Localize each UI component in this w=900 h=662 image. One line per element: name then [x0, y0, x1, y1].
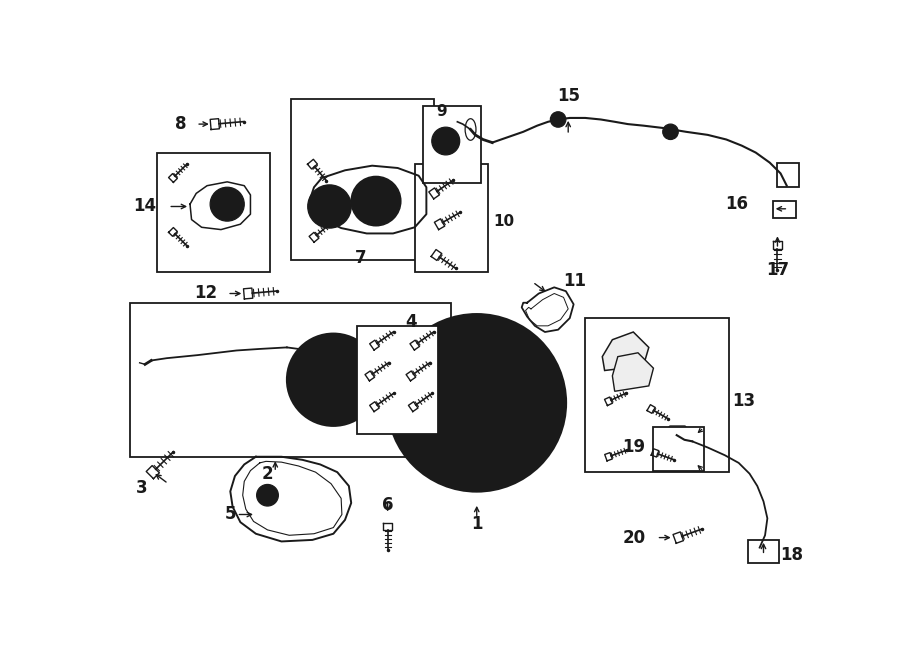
- Text: 11: 11: [563, 272, 587, 290]
- Circle shape: [432, 127, 460, 155]
- Text: 16: 16: [725, 195, 748, 213]
- Text: 10: 10: [494, 214, 515, 230]
- Bar: [773, 201, 796, 218]
- Circle shape: [287, 334, 380, 426]
- Circle shape: [688, 455, 703, 471]
- Circle shape: [388, 314, 566, 491]
- Circle shape: [308, 185, 351, 228]
- Circle shape: [362, 187, 390, 215]
- Text: 8: 8: [176, 115, 187, 133]
- Circle shape: [340, 410, 349, 419]
- Circle shape: [299, 354, 308, 362]
- Circle shape: [256, 485, 278, 506]
- Text: 13: 13: [733, 393, 756, 410]
- Circle shape: [662, 124, 679, 140]
- Circle shape: [472, 369, 482, 379]
- Text: 2: 2: [262, 465, 274, 483]
- Circle shape: [340, 340, 349, 349]
- Text: 6: 6: [382, 496, 393, 514]
- Text: 19: 19: [623, 438, 645, 457]
- Text: 12: 12: [194, 285, 217, 303]
- Circle shape: [218, 195, 237, 213]
- Polygon shape: [612, 353, 653, 391]
- Text: 5: 5: [225, 506, 236, 524]
- Circle shape: [551, 112, 566, 127]
- Bar: [778, 163, 799, 187]
- Text: 7: 7: [355, 249, 366, 267]
- Bar: [422, 107, 481, 183]
- Circle shape: [407, 334, 546, 472]
- Circle shape: [438, 133, 454, 149]
- Text: 14: 14: [133, 197, 156, 216]
- Ellipse shape: [465, 118, 476, 140]
- Circle shape: [299, 397, 308, 406]
- Circle shape: [489, 422, 500, 432]
- Bar: [291, 99, 434, 260]
- Text: 3: 3: [136, 479, 148, 496]
- Circle shape: [366, 375, 374, 384]
- Bar: [356, 326, 438, 434]
- Circle shape: [691, 459, 699, 467]
- Bar: [415, 164, 489, 272]
- Bar: [158, 152, 270, 272]
- Circle shape: [444, 389, 454, 399]
- FancyBboxPatch shape: [669, 426, 686, 444]
- Circle shape: [500, 389, 509, 399]
- Circle shape: [667, 128, 674, 136]
- Bar: [748, 540, 779, 563]
- Circle shape: [436, 363, 517, 443]
- Circle shape: [554, 116, 562, 123]
- Circle shape: [316, 193, 344, 220]
- Circle shape: [454, 422, 464, 432]
- Bar: [653, 428, 704, 471]
- Text: 20: 20: [623, 528, 645, 547]
- Text: 17: 17: [766, 261, 789, 279]
- Circle shape: [318, 364, 349, 395]
- Bar: [130, 303, 451, 457]
- Text: 15: 15: [557, 87, 580, 105]
- Circle shape: [395, 322, 558, 484]
- Polygon shape: [602, 332, 649, 371]
- Text: 4: 4: [405, 313, 417, 331]
- Circle shape: [304, 350, 363, 409]
- Text: 9: 9: [436, 105, 447, 119]
- Text: 1: 1: [471, 515, 482, 533]
- Circle shape: [455, 381, 499, 424]
- Circle shape: [688, 428, 703, 443]
- Text: 18: 18: [780, 546, 804, 564]
- Bar: [585, 318, 729, 472]
- Circle shape: [691, 431, 699, 440]
- Circle shape: [351, 177, 400, 226]
- Circle shape: [210, 187, 244, 221]
